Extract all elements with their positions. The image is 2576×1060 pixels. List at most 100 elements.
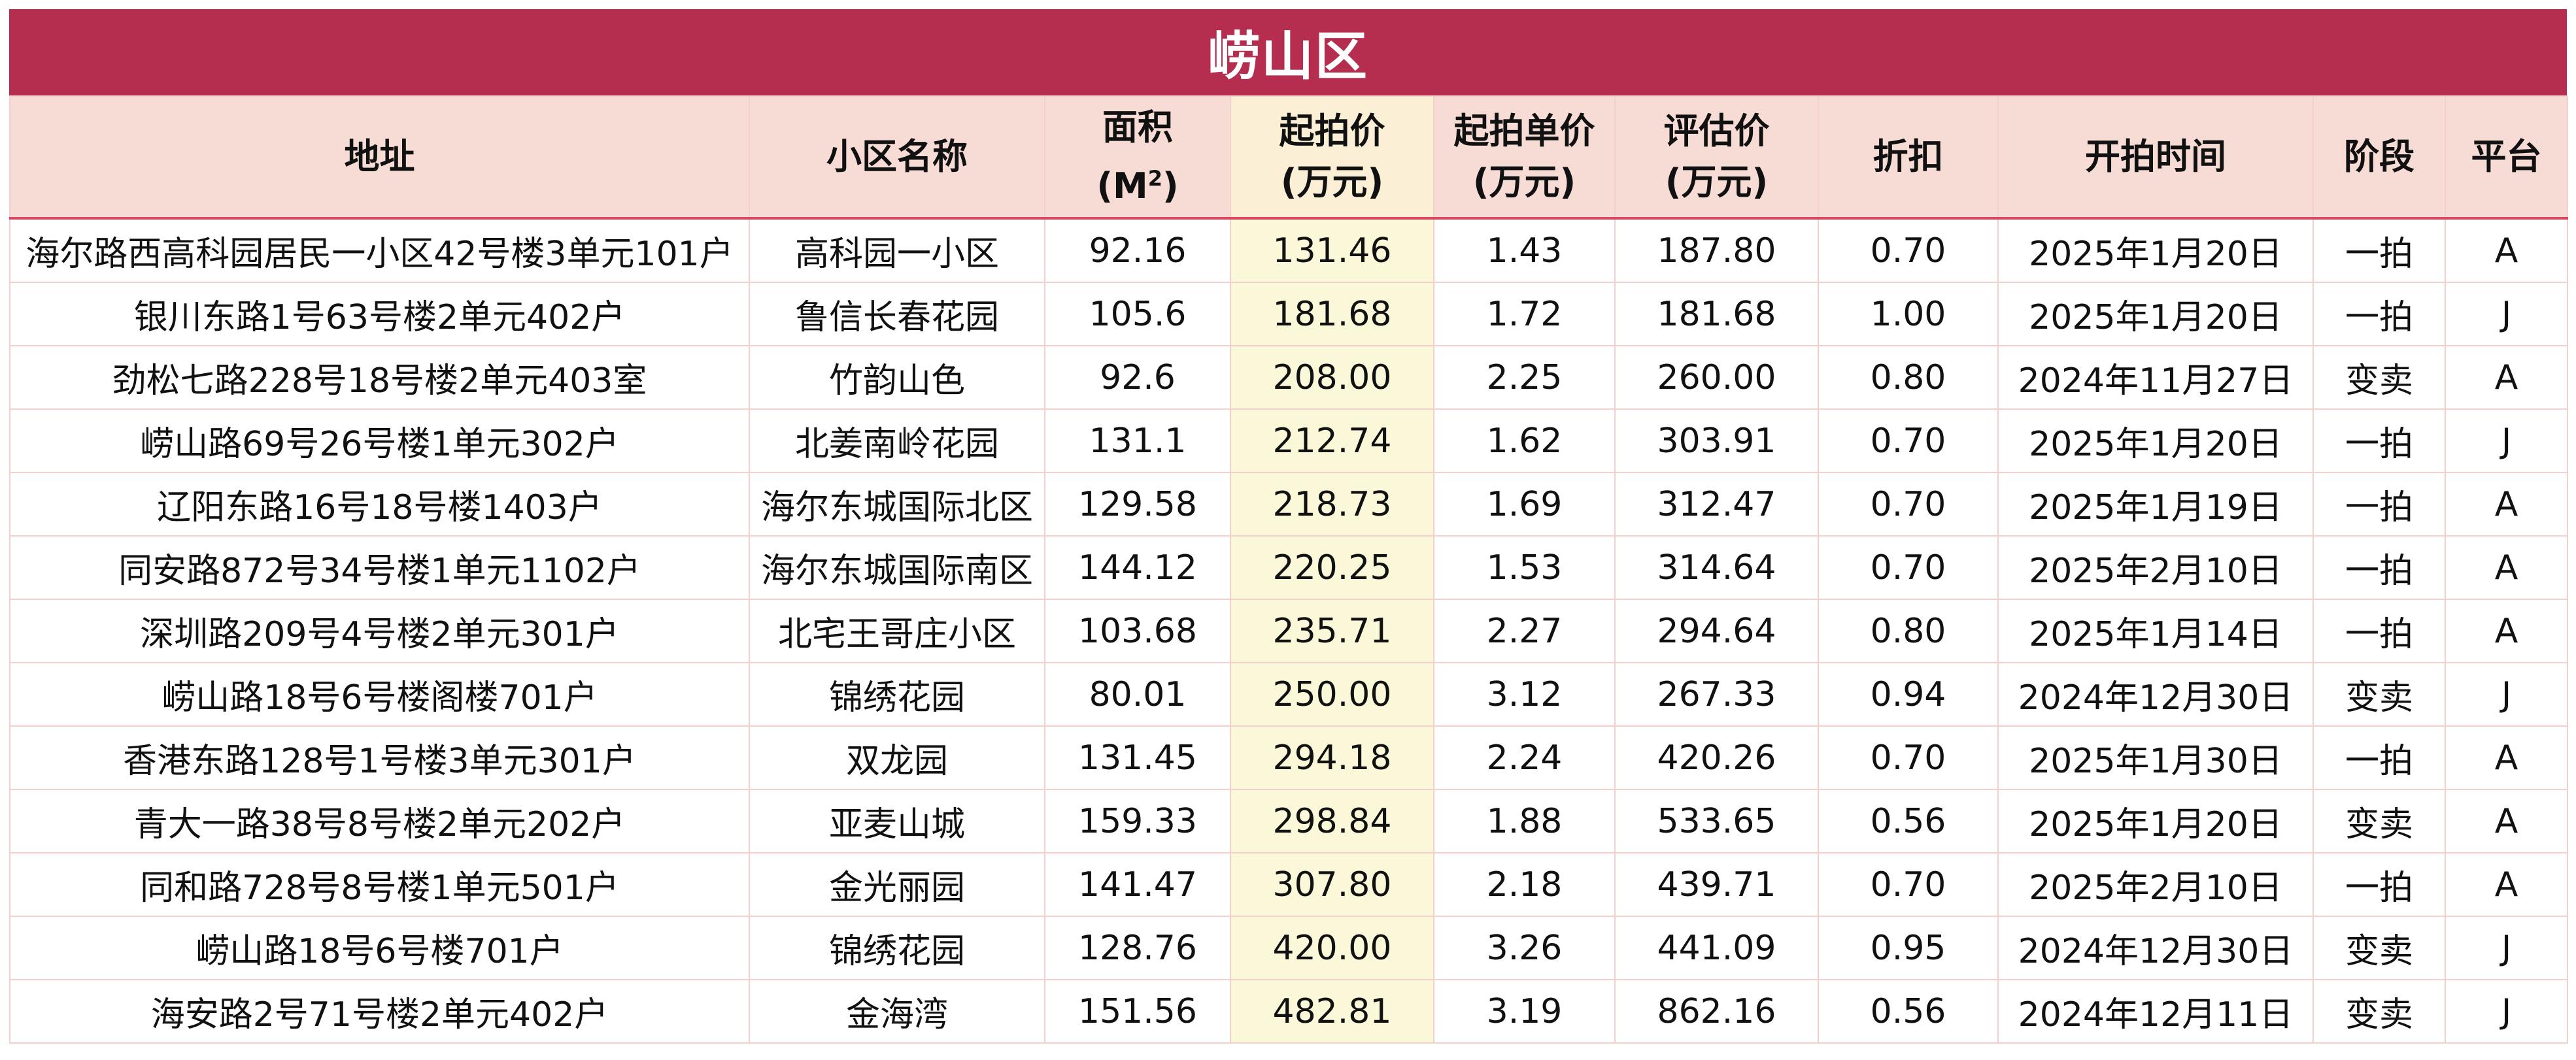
header-community: 小区名称	[749, 95, 1045, 220]
area-cell: 105.6	[1044, 282, 1231, 346]
unit-price-cell: 3.12	[1433, 662, 1616, 727]
header-unit-price-line2: (万元)	[1472, 161, 1576, 203]
address-cell: 劲松七路228号18号楼2单元403室	[9, 345, 750, 410]
community-cell: 锦绣花园	[749, 662, 1045, 727]
discount-cell: 0.80	[1818, 345, 1999, 410]
address-cell: 青大一路38号8号楼2单元202户	[9, 789, 750, 853]
platform-cell: A	[2445, 535, 2568, 600]
header-discount: 折扣	[1818, 95, 1999, 220]
header-start-price: 起拍价 (万元)	[1230, 95, 1434, 220]
table-row: 崂山路69号26号楼1单元302户 北姜南岭花园 131.1 212.74 1.62 30…	[9, 408, 2568, 473]
stage-cell: 变卖	[2313, 979, 2446, 1044]
appraisal-cell: 181.68	[1614, 282, 1819, 346]
community-cell: 北宅王哥庄小区	[749, 599, 1045, 663]
start-price-cell: 131.46	[1230, 218, 1434, 283]
platform-cell: A	[2445, 725, 2568, 790]
appraisal-cell: 267.33	[1614, 662, 1819, 727]
unit-price-cell: 1.43	[1433, 218, 1616, 283]
start-time-cell: 2025年1月30日	[1997, 725, 2314, 790]
stage-cell: 一拍	[2313, 535, 2446, 600]
auction-table: 地址 小区名称 面积 (M2) 起拍价 (万元) 起拍单价 (万元) 评估价 (…	[9, 95, 2568, 1044]
table-row: 海安路2号71号楼2单元402户 金海湾 151.56 482.81 3.19 862.1…	[9, 979, 2568, 1044]
address-cell: 同安路872号34号楼1单元1102户	[9, 535, 750, 600]
discount-cell: 0.56	[1818, 789, 1999, 853]
header-start-time: 开拍时间	[1997, 95, 2314, 220]
community-cell: 海尔东城国际北区	[749, 472, 1045, 537]
stage-cell: 变卖	[2313, 789, 2446, 853]
table-row: 崂山路18号6号楼701户 锦绣花园 128.76 420.00 3.26 441.09 0…	[9, 916, 2568, 980]
start-time-cell: 2025年1月20日	[1997, 408, 2314, 473]
area-cell: 159.33	[1044, 789, 1231, 853]
area-cell: 144.12	[1044, 535, 1231, 600]
discount-cell: 0.70	[1818, 472, 1999, 537]
header-area-close: )	[1162, 165, 1179, 207]
community-cell: 亚麦山城	[749, 789, 1045, 853]
header-appraisal-line2: (万元)	[1665, 161, 1769, 203]
header-appraisal-line1: 评估价	[1663, 110, 1770, 152]
start-price-cell: 250.00	[1230, 662, 1434, 727]
stage-cell: 一拍	[2313, 408, 2446, 473]
stage-cell: 一拍	[2313, 218, 2446, 283]
discount-cell: 0.94	[1818, 662, 1999, 727]
header-unit-price: 起拍单价 (万元)	[1433, 95, 1616, 220]
table-row: 崂山路18号6号楼阁楼701户 锦绣花园 80.01 250.00 3.12 267.33…	[9, 662, 2568, 727]
address-cell: 海安路2号71号楼2单元402户	[9, 979, 750, 1044]
table-row: 同安路872号34号楼1单元1102户 海尔东城国际南区 144.12 220.25 1…	[9, 535, 2568, 600]
platform-cell: A	[2445, 789, 2568, 853]
unit-price-cell: 1.88	[1433, 789, 1616, 853]
platform-cell: J	[2445, 662, 2568, 727]
table-body: 海尔路西高科园居民一小区42号楼3单元101户 高科园一小区 92.16 131.46…	[9, 218, 2568, 1044]
address-cell: 崂山路18号6号楼701户	[9, 916, 750, 980]
header-area-line1: 面积	[1102, 107, 1173, 148]
address-cell: 崂山路18号6号楼阁楼701户	[9, 662, 750, 727]
unit-price-cell: 2.24	[1433, 725, 1616, 790]
header-address: 地址	[9, 95, 750, 220]
appraisal-cell: 312.47	[1614, 472, 1819, 537]
unit-price-cell: 2.18	[1433, 852, 1616, 917]
start-price-cell: 307.80	[1230, 852, 1434, 917]
header-area-sup: 2	[1147, 166, 1162, 191]
discount-cell: 0.70	[1818, 408, 1999, 473]
table-row: 银川东路1号63号楼2单元402户 鲁信长春花园 105.6 181.68 1.72 18…	[9, 282, 2568, 346]
address-cell: 同和路728号8号楼1单元501户	[9, 852, 750, 917]
address-cell: 深圳路209号4号楼2单元301户	[9, 599, 750, 663]
unit-price-cell: 1.62	[1433, 408, 1616, 473]
community-cell: 锦绣花园	[749, 916, 1045, 980]
platform-cell: J	[2445, 979, 2568, 1044]
community-cell: 金海湾	[749, 979, 1045, 1044]
start-time-cell: 2025年1月19日	[1997, 472, 2314, 537]
start-time-cell: 2024年12月30日	[1997, 916, 2314, 980]
start-time-cell: 2025年1月20日	[1997, 218, 2314, 283]
table-row: 深圳路209号4号楼2单元301户 北宅王哥庄小区 103.68 235.71 2.27…	[9, 599, 2568, 663]
area-cell: 103.68	[1044, 599, 1231, 663]
stage-cell: 变卖	[2313, 916, 2446, 980]
header-area-unit: (M	[1096, 165, 1148, 207]
start-price-cell: 482.81	[1230, 979, 1434, 1044]
unit-price-cell: 1.72	[1433, 282, 1616, 346]
discount-cell: 0.95	[1818, 916, 1999, 980]
start-price-cell: 218.73	[1230, 472, 1434, 537]
discount-cell: 1.00	[1818, 282, 1999, 346]
start-time-cell: 2025年2月10日	[1997, 852, 2314, 917]
stage-cell: 一拍	[2313, 725, 2446, 790]
platform-cell: J	[2445, 282, 2568, 346]
address-cell: 海尔路西高科园居民一小区42号楼3单元101户	[9, 218, 750, 283]
area-cell: 131.45	[1044, 725, 1231, 790]
auction-table-sheet: 崂山区 地址 小区名称 面积 (M2) 起拍价	[9, 9, 2568, 1044]
unit-price-cell: 1.53	[1433, 535, 1616, 600]
header-area-line2: (M2)	[1046, 153, 1229, 212]
area-cell: 141.47	[1044, 852, 1231, 917]
community-cell: 高科园一小区	[749, 218, 1045, 283]
start-price-cell: 181.68	[1230, 282, 1434, 346]
start-price-cell: 298.84	[1230, 789, 1434, 853]
start-time-cell: 2025年2月10日	[1997, 535, 2314, 600]
start-price-cell: 212.74	[1230, 408, 1434, 473]
appraisal-cell: 420.26	[1614, 725, 1819, 790]
community-cell: 双龙园	[749, 725, 1045, 790]
discount-cell: 0.70	[1818, 725, 1999, 790]
header-stage: 阶段	[2313, 95, 2446, 220]
area-cell: 151.56	[1044, 979, 1231, 1044]
appraisal-cell: 439.71	[1614, 852, 1819, 917]
address-cell: 辽阳东路16号18号楼1403户	[9, 472, 750, 537]
platform-cell: A	[2445, 852, 2568, 917]
